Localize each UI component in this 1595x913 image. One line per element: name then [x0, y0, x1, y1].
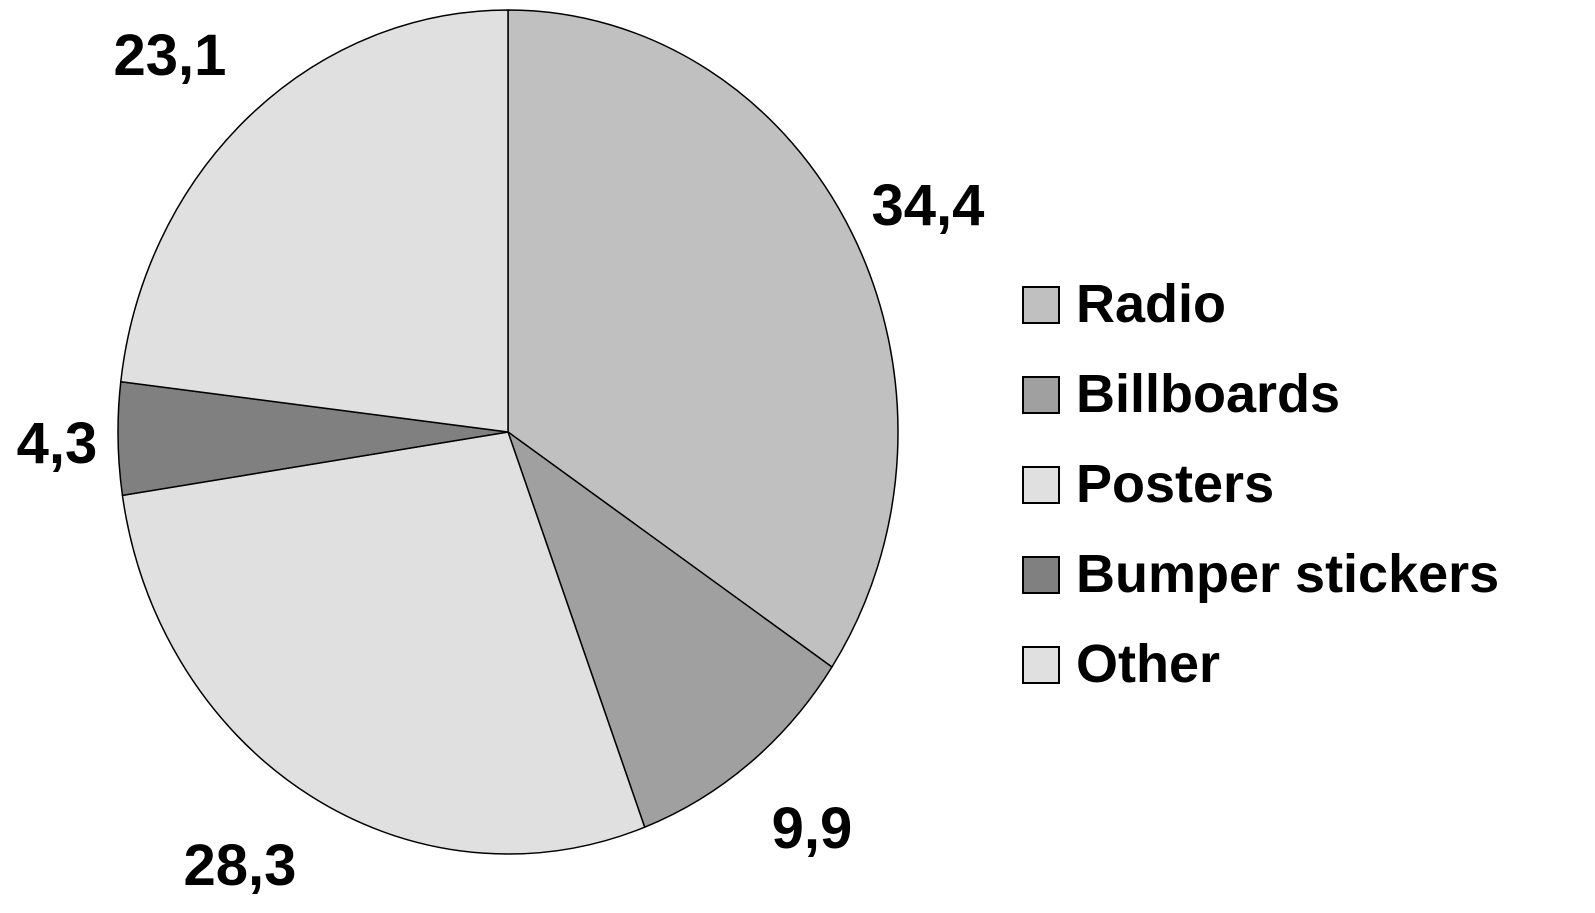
legend-swatch-bumper-stickers: [1022, 556, 1060, 594]
pie-slice-other: [120, 9, 509, 433]
slice-value-label-other: 23,1: [114, 23, 227, 88]
legend-swatch-billboards: [1022, 376, 1060, 414]
legend-label-posters: Posters: [1076, 454, 1274, 514]
legend-label-bumper-stickers: Bumper stickers: [1076, 544, 1499, 604]
legend-swatch-radio: [1022, 286, 1060, 324]
pie-slice-billboards: [507, 431, 833, 828]
legend-label-radio: Radio: [1076, 274, 1226, 334]
pie-slice-posters: [121, 431, 646, 855]
legend-swatch-other: [1022, 646, 1060, 684]
legend-swatch-posters: [1022, 466, 1060, 504]
slice-labels: 34,4 9,9 28,3 4,3 23,1: [17, 23, 985, 898]
legend-label-billboards: Billboards: [1076, 364, 1340, 424]
slice-value-label-radio: 34,4: [872, 173, 985, 238]
legend-label-other: Other: [1076, 634, 1220, 694]
slice-value-label-posters: 28,3: [184, 833, 297, 898]
pie-slices: [117, 9, 899, 855]
legend: Radio Billboards Posters Bumper stickers Oth…: [1022, 274, 1499, 694]
slice-value-label-billboards: 9,9: [772, 796, 853, 861]
slice-value-label-bumper-stickers: 4,3: [17, 411, 98, 476]
pie-slice-radio: [507, 9, 899, 668]
